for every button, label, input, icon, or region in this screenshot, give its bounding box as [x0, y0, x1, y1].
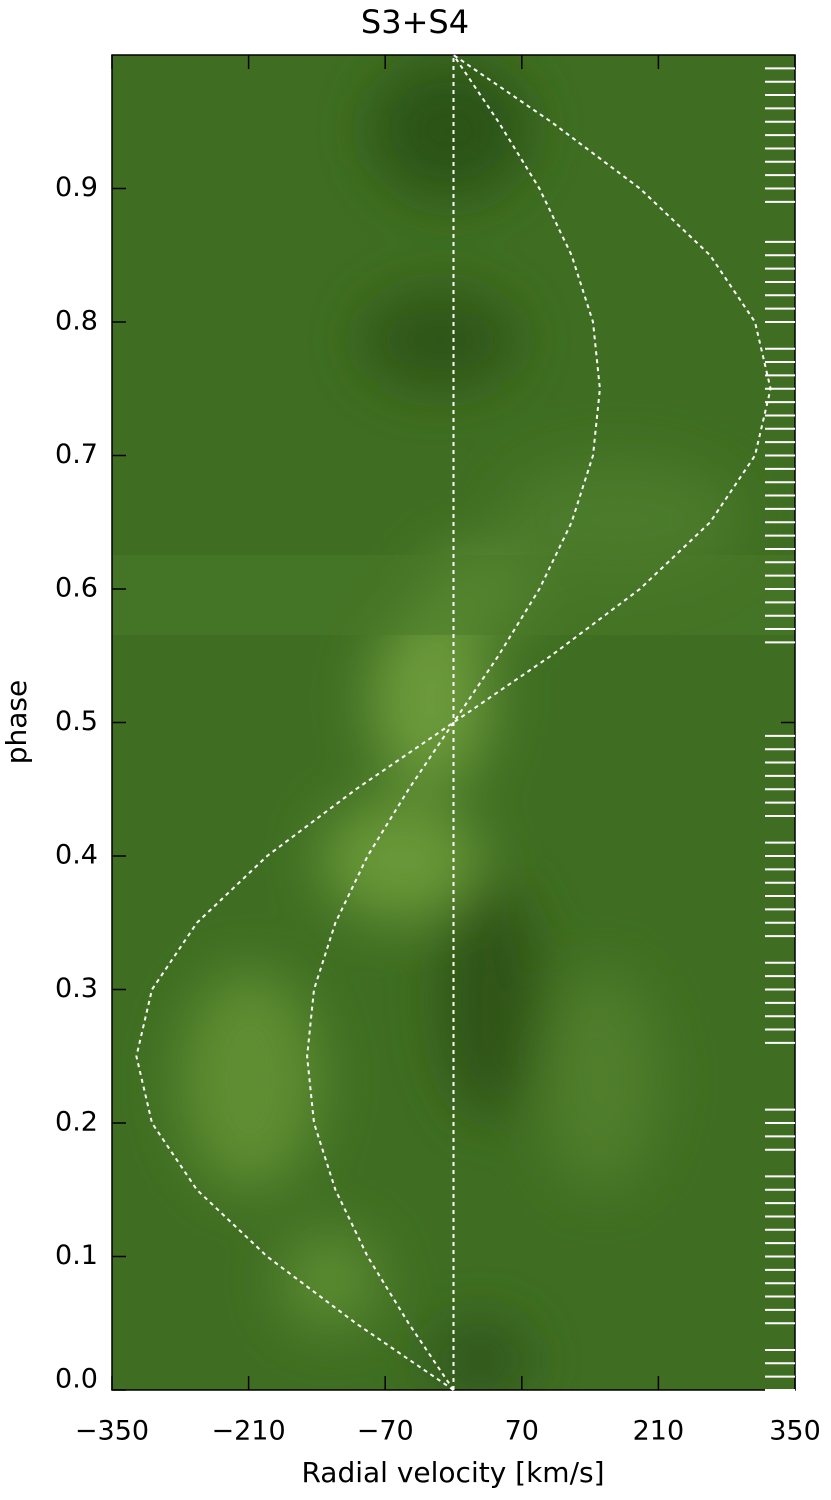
y-tick-label: 0.9 — [55, 172, 98, 203]
rv-curve — [306, 54, 601, 1391]
y-tick-label: 0.4 — [55, 840, 98, 871]
x-axis-label: Radial velocity [km/s] — [301, 1456, 604, 1489]
y-tick-label: 0.6 — [55, 573, 98, 604]
y-tick-label: 0.8 — [55, 306, 98, 337]
x-tick-label: −70 — [357, 1416, 414, 1447]
x-tick-label: −350 — [75, 1416, 149, 1447]
y-tick-label: 0.2 — [55, 1107, 98, 1138]
y-tick-label: 0.5 — [55, 706, 98, 737]
x-tick-label: 210 — [633, 1416, 685, 1447]
x-tick-label: −210 — [212, 1416, 286, 1447]
rv-curve — [135, 54, 772, 1391]
y-tick-label: 0.7 — [55, 439, 98, 470]
spectrogram — [112, 55, 795, 1390]
y-axis-label: phase — [0, 680, 33, 765]
x-tick-label: 350 — [769, 1416, 821, 1447]
chart-title: S3+S4 — [361, 3, 469, 41]
y-tick-label: 0.0 — [55, 1364, 98, 1395]
y-tick-label: 0.1 — [55, 1240, 98, 1271]
x-tick-label: 70 — [505, 1416, 539, 1447]
y-tick-label: 0.3 — [55, 973, 98, 1004]
